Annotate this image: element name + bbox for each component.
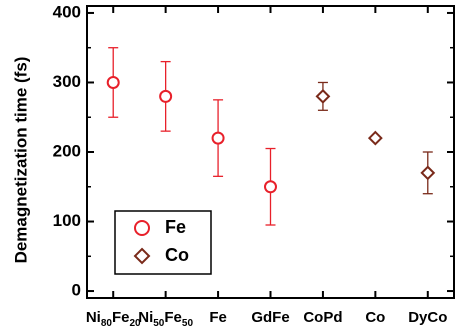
legend-label: Fe	[165, 217, 186, 237]
legend-box	[114, 210, 212, 275]
data-point-co	[420, 165, 436, 181]
y-axis-title: Demagnetization time (fs)	[11, 57, 30, 264]
legend-marker-fe	[134, 220, 150, 236]
x-category-label: GdFe	[251, 309, 289, 326]
x-category-text: GdFe	[251, 309, 289, 326]
data-point-co	[315, 88, 331, 104]
x-category-text: Ni	[86, 309, 101, 326]
x-category-text: DyCo	[408, 309, 447, 326]
data-point-fe	[211, 131, 225, 145]
x-category-label: Fe	[209, 309, 227, 326]
legend-marker-co	[133, 247, 151, 265]
x-category-subscript: 50	[153, 318, 165, 329]
y-tick-label: 200	[53, 141, 81, 160]
x-category-text: Ni	[138, 309, 153, 326]
x-category-text: Fe	[164, 309, 182, 326]
x-category-text: Co	[365, 309, 385, 326]
x-category-text: Fe	[112, 309, 130, 326]
y-tick-label: 100	[53, 211, 81, 230]
x-category-subscript: 50	[182, 318, 194, 329]
x-category-label: Ni80Fe20	[86, 309, 141, 329]
legend-label: Co	[165, 245, 189, 265]
y-tick-label: 0	[72, 281, 81, 300]
y-tick-label: 400	[53, 2, 81, 21]
x-category-label: CoPd	[303, 309, 342, 326]
data-point-fe	[264, 180, 277, 194]
x-category-text: CoPd	[303, 309, 342, 326]
data-point-fe	[106, 75, 120, 89]
x-category-label: Ni50Fe50	[138, 309, 193, 329]
data-point-fe	[159, 89, 173, 103]
x-category-text: Fe	[209, 309, 227, 326]
x-category-subscript: 20	[129, 318, 141, 329]
x-category-label: DyCo	[408, 309, 447, 326]
data-point-co	[367, 130, 383, 146]
x-category-label: Co	[365, 309, 385, 326]
x-category-subscript: 80	[101, 318, 113, 329]
y-tick-label: 300	[53, 72, 81, 91]
